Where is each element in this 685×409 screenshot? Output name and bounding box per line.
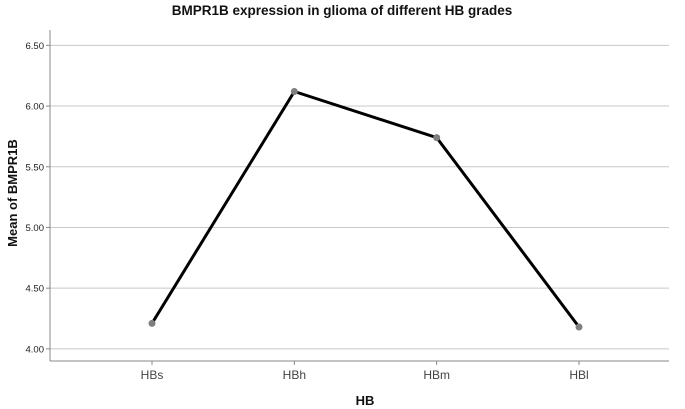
data-point	[575, 323, 583, 331]
y-axis-title: Mean of BMPR1B	[5, 139, 20, 247]
series-line	[150, 89, 581, 328]
data-point	[148, 319, 156, 327]
y-tick-label: 5.50	[26, 162, 45, 173]
gridlines	[50, 44, 669, 350]
x-axis-title: HB	[356, 393, 375, 408]
y-tick-labels: 4.00 4.50 5.00 5.50 6.00 6.50	[26, 41, 45, 356]
y-tick-label: 6.00	[26, 102, 45, 113]
y-tick-label: 4.50	[26, 284, 45, 295]
x-tick-labels: HBs HBh HBm HBl	[141, 368, 589, 382]
y-tick-label: 6.50	[26, 41, 45, 52]
x-tick-label: HBh	[283, 368, 306, 382]
y-tick-label: 5.00	[26, 223, 45, 234]
data-point	[290, 87, 298, 95]
x-tick-label: HBs	[141, 368, 164, 382]
axes	[46, 30, 669, 365]
data-point	[433, 134, 441, 142]
y-tick-label: 4.00	[26, 344, 45, 355]
series	[148, 87, 583, 331]
chart-title: BMPR1B expression in glioma of different…	[172, 3, 513, 18]
x-tick-label: HBl	[569, 368, 588, 382]
x-tick-label: HBm	[423, 368, 450, 382]
